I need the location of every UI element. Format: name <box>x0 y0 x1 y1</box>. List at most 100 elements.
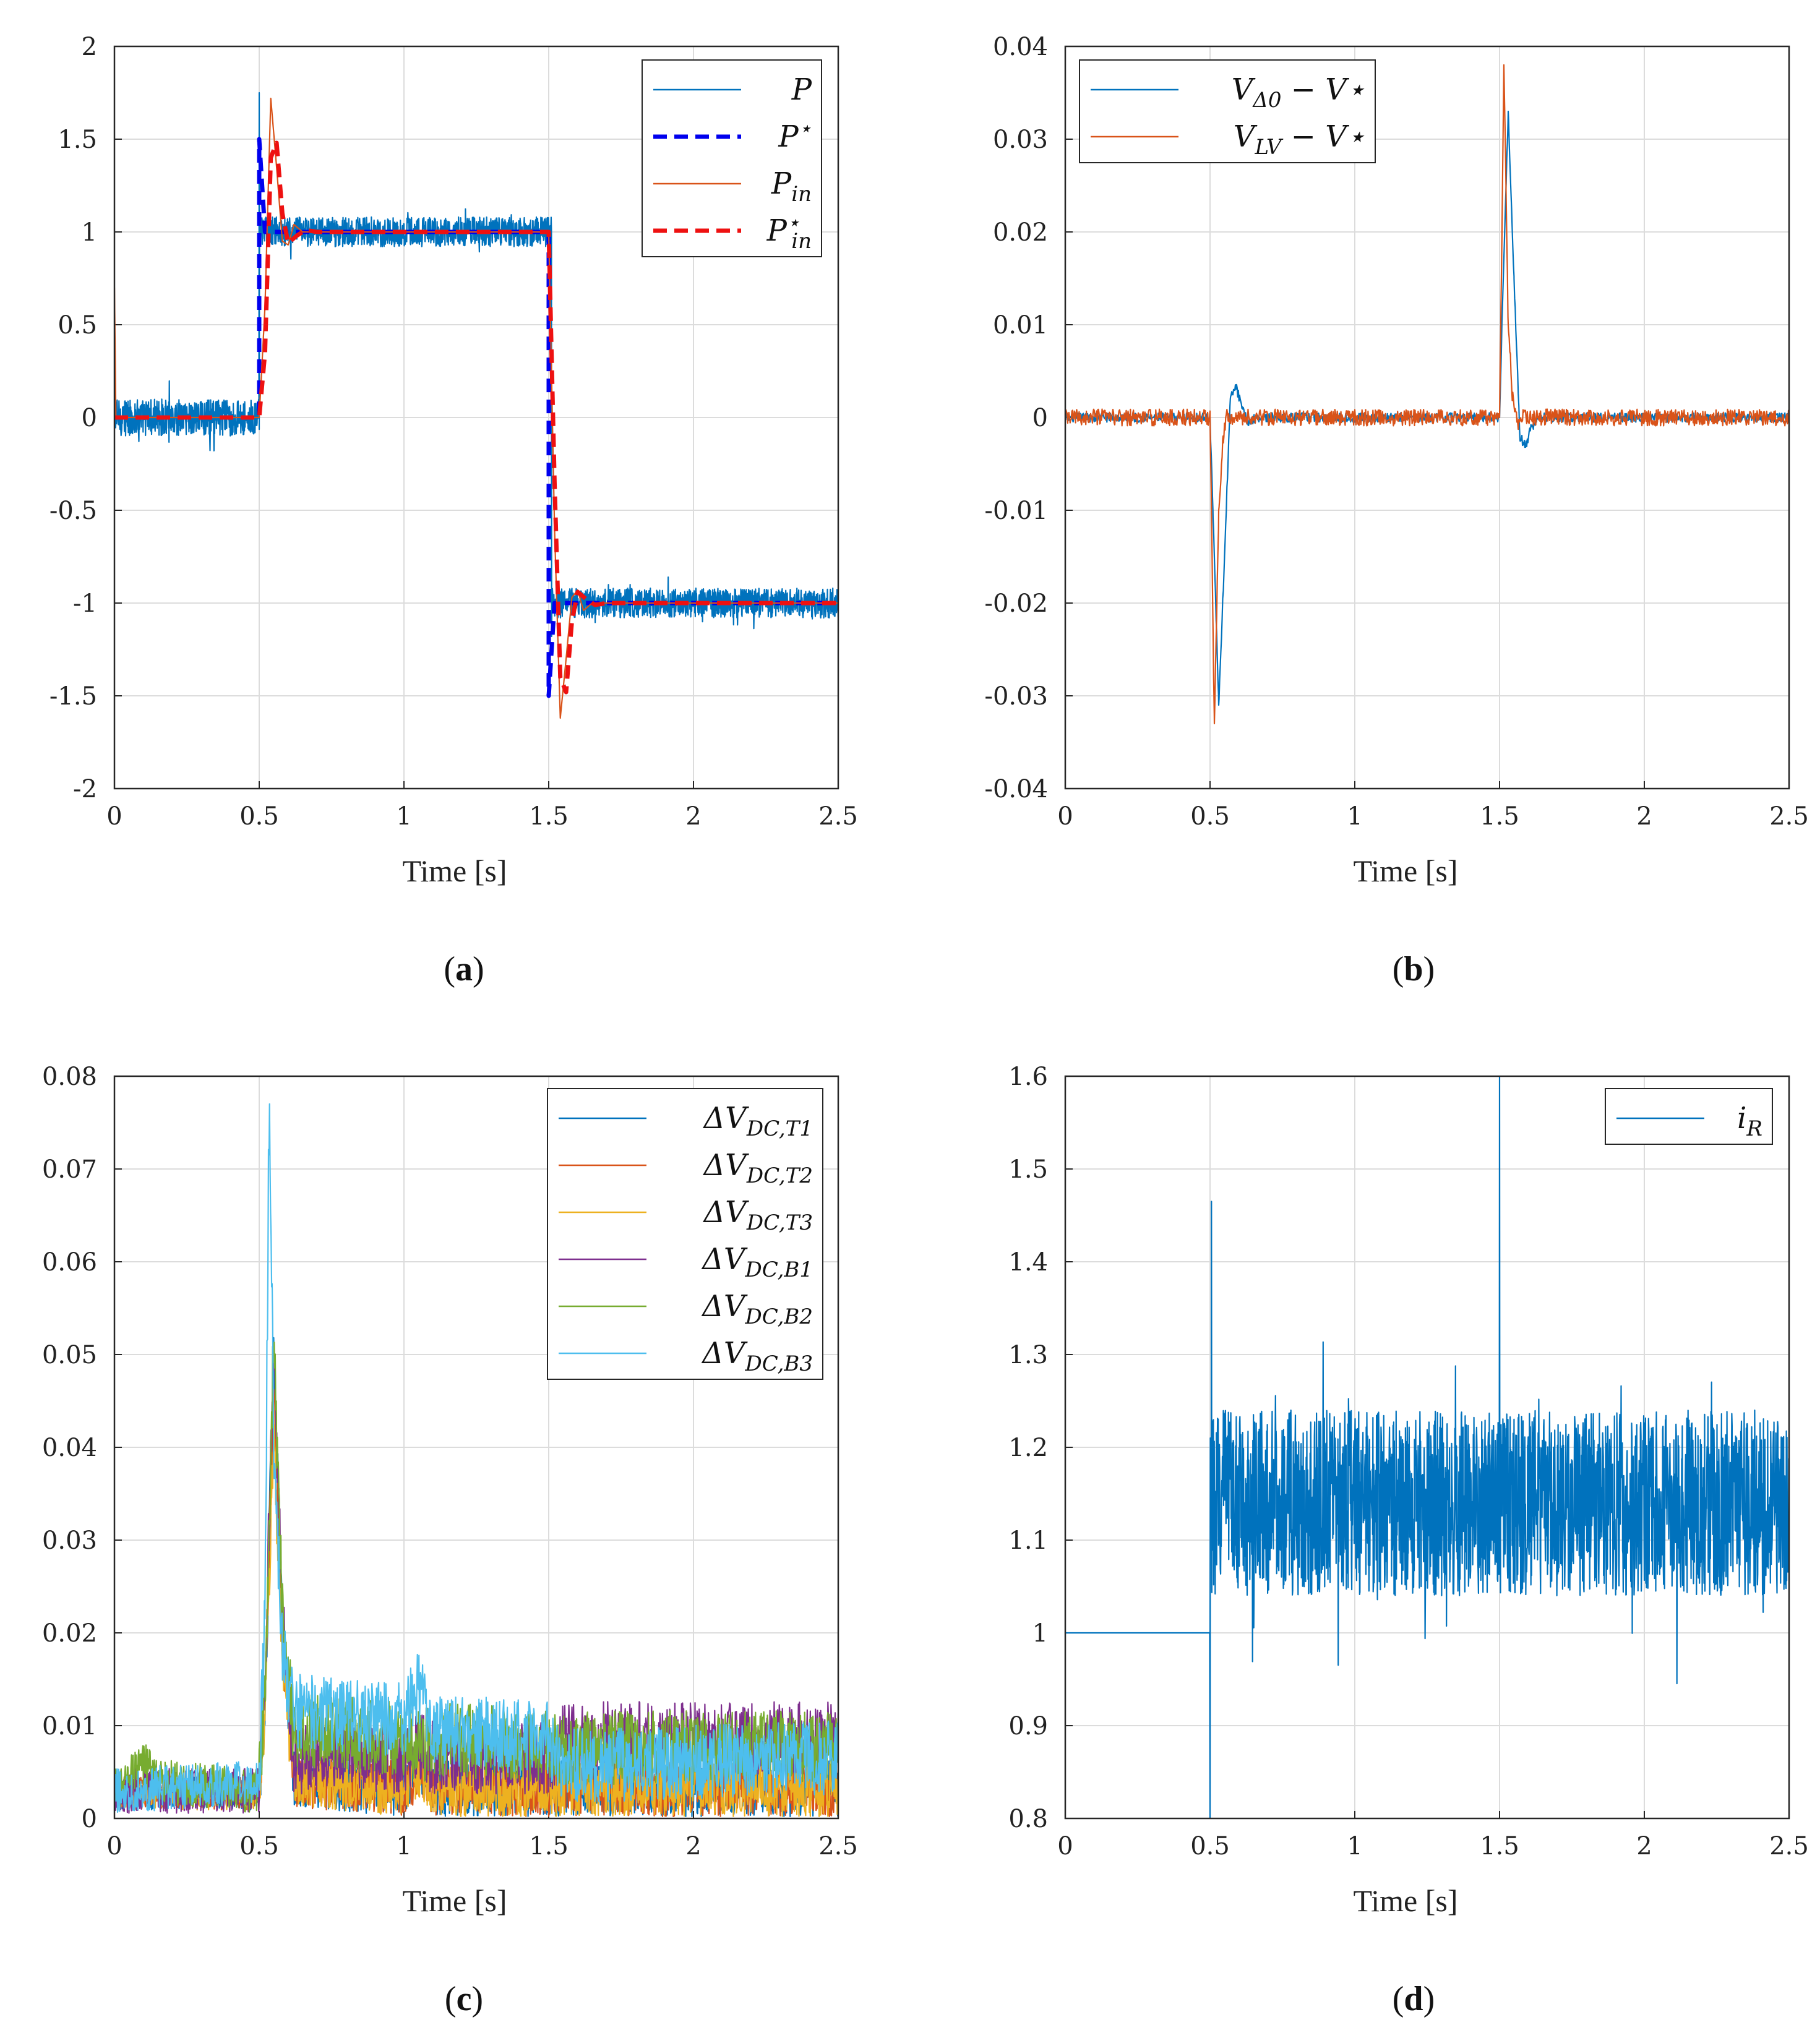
y-tick-label: 0.02 <box>42 1619 97 1648</box>
x-tick-label: 0.5 <box>1190 802 1230 831</box>
x-tick-label: 2 <box>685 802 701 831</box>
axes-box-d <box>1064 1075 1790 1820</box>
legend-label: ΔVDC,B1 <box>701 1242 813 1282</box>
x-tick-label: 0 <box>106 1832 122 1860</box>
xlabel-c: Time [s] <box>402 1883 507 1918</box>
y-tick-label: 1.5 <box>58 126 97 154</box>
y-tick-label: -0.01 <box>984 497 1048 525</box>
y-tick-label: 0.05 <box>42 1341 97 1369</box>
legend-label: VΔ0 − V⋆ <box>1232 72 1365 113</box>
y-tick-label: -0.5 <box>49 497 97 525</box>
legend-label: P <box>791 72 812 107</box>
legend-box-d <box>1605 1088 1773 1145</box>
x-tick-label: 0 <box>1057 802 1073 831</box>
x-tick-label: 2 <box>1636 802 1652 831</box>
y-tick-label: 1.3 <box>1008 1341 1048 1369</box>
legend-label: ΔVDC,T3 <box>702 1195 813 1235</box>
x-tick-label: 0 <box>1057 1832 1073 1860</box>
y-tick-label: 1.1 <box>1008 1526 1048 1555</box>
y-tick-label: -2 <box>73 775 97 803</box>
x-tick-label: 1 <box>396 802 411 831</box>
legend-label: VLV − V⋆ <box>1234 119 1365 160</box>
x-tick-label: 2 <box>685 1832 701 1860</box>
panel-c: 0 0.5 1 1.5 2 2.5 0 0.01 0.02 0.03 0.04 0.05 0.06 0.0… <box>42 1063 858 2018</box>
x-tick-label: 2 <box>1636 1832 1652 1860</box>
xlabel-a: Time [s] <box>402 854 507 888</box>
y-tick-label: 1.2 <box>1008 1434 1048 1462</box>
x-tick-label: 1 <box>1347 1832 1362 1860</box>
y-tick-label: -0.02 <box>984 589 1048 618</box>
y-tick-label: 0 <box>82 404 97 432</box>
y-tick-label: 0.02 <box>993 218 1048 247</box>
legend-c: ΔVDC,T1 ΔVDC,T2 ΔVDC,T3 ΔVDC,B1 ΔVDC,B2 ΔVDC,… <box>547 1088 823 1380</box>
x-tick-label: 1 <box>396 1832 411 1860</box>
caption-c: (c) <box>445 1980 483 2018</box>
x-tick-label: 1.5 <box>1480 1832 1519 1860</box>
series-b <box>1065 64 1789 725</box>
y-tick-label: 0.5 <box>58 311 97 340</box>
series-line-d-0 <box>1065 1076 1789 1818</box>
ticks-d: 0 0.5 1 1.5 2 2.5 0.8 0.9 1 1.1 1.2 1.3 1.4 1.5 1.6 <box>1008 1063 1808 1860</box>
x-tick-label: 1.5 <box>1480 802 1519 831</box>
y-tick-label: 0.07 <box>42 1155 97 1184</box>
y-tick-label: -1.5 <box>49 682 97 711</box>
panel-a: 0 0.5 1 1.5 2 2.5 -2 -1.5 -1 -0.5 0 0.5 1 1.5 2 P P⋆ Pin… <box>49 33 858 988</box>
y-tick-label: 1.5 <box>1008 1155 1048 1184</box>
series-d <box>1065 1076 1789 1818</box>
legend-label: Pin <box>771 166 812 207</box>
legend-d: iR <box>1605 1088 1773 1145</box>
x-tick-label: 1.5 <box>529 1832 569 1860</box>
y-tick-label: 0.8 <box>1008 1805 1048 1833</box>
y-tick-label: 0 <box>1032 404 1048 432</box>
y-tick-label: 0 <box>82 1805 97 1833</box>
axes-box-a <box>113 45 839 790</box>
panel-d: 0 0.5 1 1.5 2 2.5 0.8 0.9 1 1.1 1.2 1.3 1.4 1.5 1.6 iR… <box>1008 1063 1808 2018</box>
legend-label: ΔVDC,B2 <box>701 1289 813 1329</box>
panel-b: 0 0.5 1 1.5 2 2.5 -0.04 -0.03 -0.02 -0.01 0 0.01 0.0… <box>984 33 1808 988</box>
xlabel-b: Time [s] <box>1353 854 1457 888</box>
y-tick-label: 1.4 <box>1008 1248 1048 1277</box>
legend-label: iR <box>1737 1101 1762 1141</box>
axes-box-b <box>1064 45 1790 790</box>
caption-d: (d) <box>1393 1980 1435 2018</box>
caption-b-letter: b <box>1404 950 1423 988</box>
caption-a: (a) <box>444 950 484 988</box>
legend-box-b <box>1079 59 1376 163</box>
series-line-b-1 <box>1065 64 1789 725</box>
y-tick-label: 0.03 <box>42 1526 97 1555</box>
legend-b: VΔ0 − V⋆ VLV − V⋆ <box>1079 59 1376 163</box>
legend-box-a <box>642 59 822 257</box>
x-tick-label: 1 <box>1347 802 1362 831</box>
y-tick-label: 0.03 <box>993 126 1048 154</box>
y-tick-label: 0.04 <box>42 1434 97 1462</box>
y-tick-label: -0.04 <box>984 775 1048 803</box>
caption-b: (b) <box>1393 950 1435 988</box>
y-tick-label: 1 <box>82 218 97 247</box>
legend-label: P⋆ <box>778 116 812 154</box>
ticks-c: 0 0.5 1 1.5 2 2.5 0 0.01 0.02 0.03 0.04 0.05 0.06 0.0… <box>42 1063 858 1860</box>
x-tick-label: 2.5 <box>818 802 858 831</box>
y-tick-label: 0.9 <box>1008 1712 1048 1740</box>
ticks-a: 0 0.5 1 1.5 2 2.5 -2 -1.5 -1 -0.5 0 0.5 1 1.5 2 <box>49 33 858 831</box>
x-tick-label: 0.5 <box>239 802 279 831</box>
y-tick-label: 0.04 <box>993 33 1048 61</box>
legend-box-c <box>547 1088 823 1380</box>
y-tick-label: 0.06 <box>42 1248 97 1277</box>
y-tick-label: -0.03 <box>984 682 1048 711</box>
legend-label: P⋆ in <box>766 210 812 254</box>
caption-d-letter: d <box>1404 1980 1423 2018</box>
caption-a-letter: a <box>455 950 473 988</box>
x-tick-label: 2.5 <box>1769 1832 1809 1860</box>
y-tick-label: 1 <box>1032 1619 1048 1648</box>
x-tick-label: 0.5 <box>1190 1832 1230 1860</box>
y-tick-label: -1 <box>73 589 97 618</box>
y-tick-label: 1.6 <box>1008 1063 1048 1091</box>
legend-label: ΔVDC,T2 <box>702 1148 813 1188</box>
y-tick-label: 0.01 <box>993 311 1048 340</box>
y-tick-label: 0.08 <box>42 1063 97 1091</box>
series-line-c-5 <box>114 1103 838 1813</box>
y-tick-label: 0.01 <box>42 1712 97 1740</box>
y-tick-label: 2 <box>82 33 97 61</box>
